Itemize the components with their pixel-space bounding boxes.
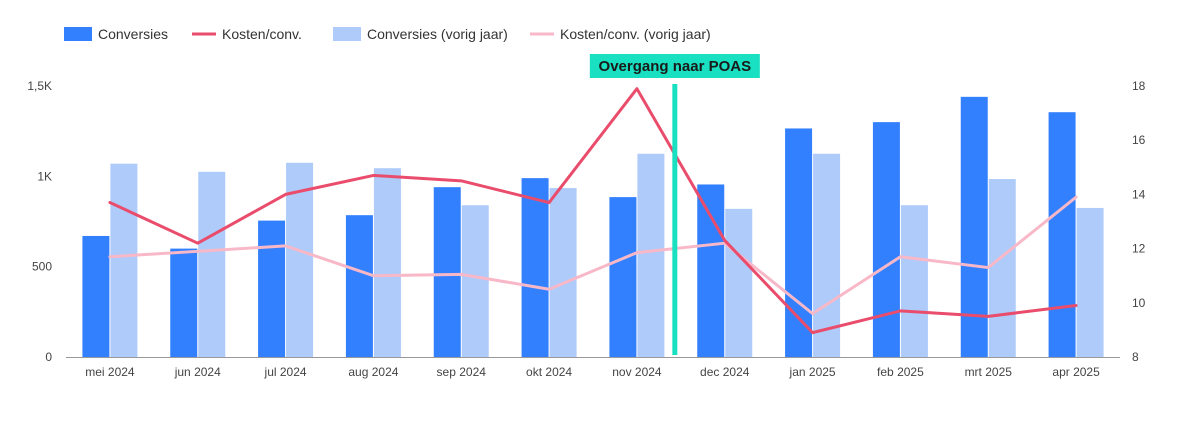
bar-conversies-1: Conversies jun 2024: 600: [170, 248, 198, 357]
bar-conversies-vorig-jaar-8: Conversies (vorig jaar) jan 2025: 1125: [813, 153, 841, 357]
bar-conversies-11: Conversies apr 2025: 1355: [1048, 112, 1076, 358]
bar-conversies-7: Conversies dec 2024: 955: [697, 184, 725, 357]
x-tick-label-6: nov 2024: [612, 365, 662, 379]
legend: Conversies Kosten/conv. Conversies (vorig …: [64, 26, 711, 42]
annotation-label: Overgang naar POAS: [599, 58, 752, 75]
x-tick-label-7: dec 2024: [700, 365, 750, 379]
bar-conversies-10: Conversies mrt 2025: 1440: [960, 96, 988, 357]
x-tick-label-4: sep 2024: [437, 365, 487, 379]
y-axis-right: 8 10 12 14 16 18: [1132, 79, 1146, 364]
bar-conversies-vorig-jaar-1: Conversies (vorig jaar) jun 2024: 1025: [198, 171, 226, 357]
legend-kosten-conv-label: Kosten/conv.: [222, 26, 302, 42]
y-right-tick-label-0: 8: [1132, 350, 1139, 364]
bar-conversies-vorig-jaar-4: Conversies (vorig jaar) sep 2024: 840: [461, 205, 489, 357]
annotation: Overgang naar POAS: [589, 54, 760, 355]
bar-conversies-vorig-jaar-11: Conversies (vorig jaar) apr 2025: 825: [1076, 207, 1104, 357]
bar-conversies-9: Conversies feb 2025: 1300: [872, 122, 900, 357]
bar-conversies-2: Conversies jul 2024: 755: [258, 220, 286, 357]
legend-conversies-vorig-jaar-label: Conversies (vorig jaar): [367, 26, 508, 42]
x-tick-label-10: mrt 2025: [965, 365, 1013, 379]
bar-conversies-6: Conversies nov 2024: 885: [609, 197, 637, 357]
legend-conversies-vorig-jaar-swatch: [333, 27, 361, 41]
bar-conversies-5: Conversies okt 2024: 990: [521, 178, 549, 357]
bar-conversies-vorig-jaar-10: Conversies (vorig jaar) mrt 2025: 985: [988, 179, 1016, 357]
y-right-tick-label-3: 14: [1132, 187, 1146, 201]
bar-conversies-3: Conversies aug 2024: 785: [345, 215, 373, 357]
x-tick-label-8: jan 2025: [789, 365, 836, 379]
line-kosten-conv: [108, 87, 1078, 335]
y-axis-left: 0 500 1K 1,5K: [27, 79, 52, 364]
bar-conversies-8: Conversies jan 2025: 1265: [785, 128, 813, 357]
y-left-tick-label-1: 500: [32, 260, 52, 274]
x-tick-label-0: mei 2024: [85, 365, 135, 379]
bar-conversies-vorig-jaar-6: Conversies (vorig jaar) nov 2024: 1125: [637, 153, 665, 357]
bar-conversies-vorig-jaar-5: Conversies (vorig jaar) okt 2024: 935: [549, 188, 577, 357]
y-left-tick-label-3: 1,5K: [27, 79, 52, 93]
legend-conversies-swatch: [64, 27, 92, 41]
legend-kosten-conv-vorig-jaar-label: Kosten/conv. (vorig jaar): [560, 26, 711, 42]
y-right-tick-label-1: 10: [1132, 296, 1146, 310]
bar-conversies-vorig-jaar-0: Conversies (vorig jaar) mei 2024: 1070: [110, 163, 138, 357]
y-left-tick-label-2: 1K: [37, 169, 52, 183]
x-tick-label-5: okt 2024: [526, 365, 572, 379]
x-tick-label-9: feb 2025: [877, 365, 924, 379]
bar-conversies-0: Conversies mei 2024: 670: [82, 235, 110, 357]
bar-series: Conversies mei 2024: 670 Conversies jun 2…: [82, 96, 1104, 358]
y-right-tick-label-2: 12: [1132, 242, 1146, 256]
bar-conversies-vorig-jaar-2: Conversies (vorig jaar) jul 2024: 1075: [286, 162, 314, 357]
x-tick-label-11: apr 2025: [1052, 365, 1100, 379]
x-tick-label-1: jun 2024: [174, 365, 221, 379]
bar-conversies-vorig-jaar-9: Conversies (vorig jaar) feb 2025: 840: [900, 205, 928, 357]
bar-conversies-vorig-jaar-3: Conversies (vorig jaar) aug 2024: 1045: [373, 168, 401, 357]
x-axis: mei 2024 jun 2024 jul 2024 aug 2024 sep 2024…: [85, 365, 1100, 379]
line-kosten-conv-vorig-jaar: [108, 195, 1078, 316]
x-tick-label-2: jul 2024: [264, 365, 307, 379]
x-tick-label-3: aug 2024: [348, 365, 398, 379]
legend-conversies-label: Conversies: [98, 26, 168, 42]
bar-conversies-vorig-jaar-7: Conversies (vorig jaar) dec 2024: 820: [725, 208, 753, 357]
y-left-tick-label-0: 0: [45, 350, 52, 364]
y-right-tick-label-5: 18: [1132, 79, 1146, 93]
line-series: [108, 87, 1078, 335]
y-right-tick-label-4: 16: [1132, 133, 1146, 147]
bar-conversies-4: Conversies sep 2024: 940: [433, 187, 461, 357]
annotation-label-bg: [589, 54, 760, 78]
